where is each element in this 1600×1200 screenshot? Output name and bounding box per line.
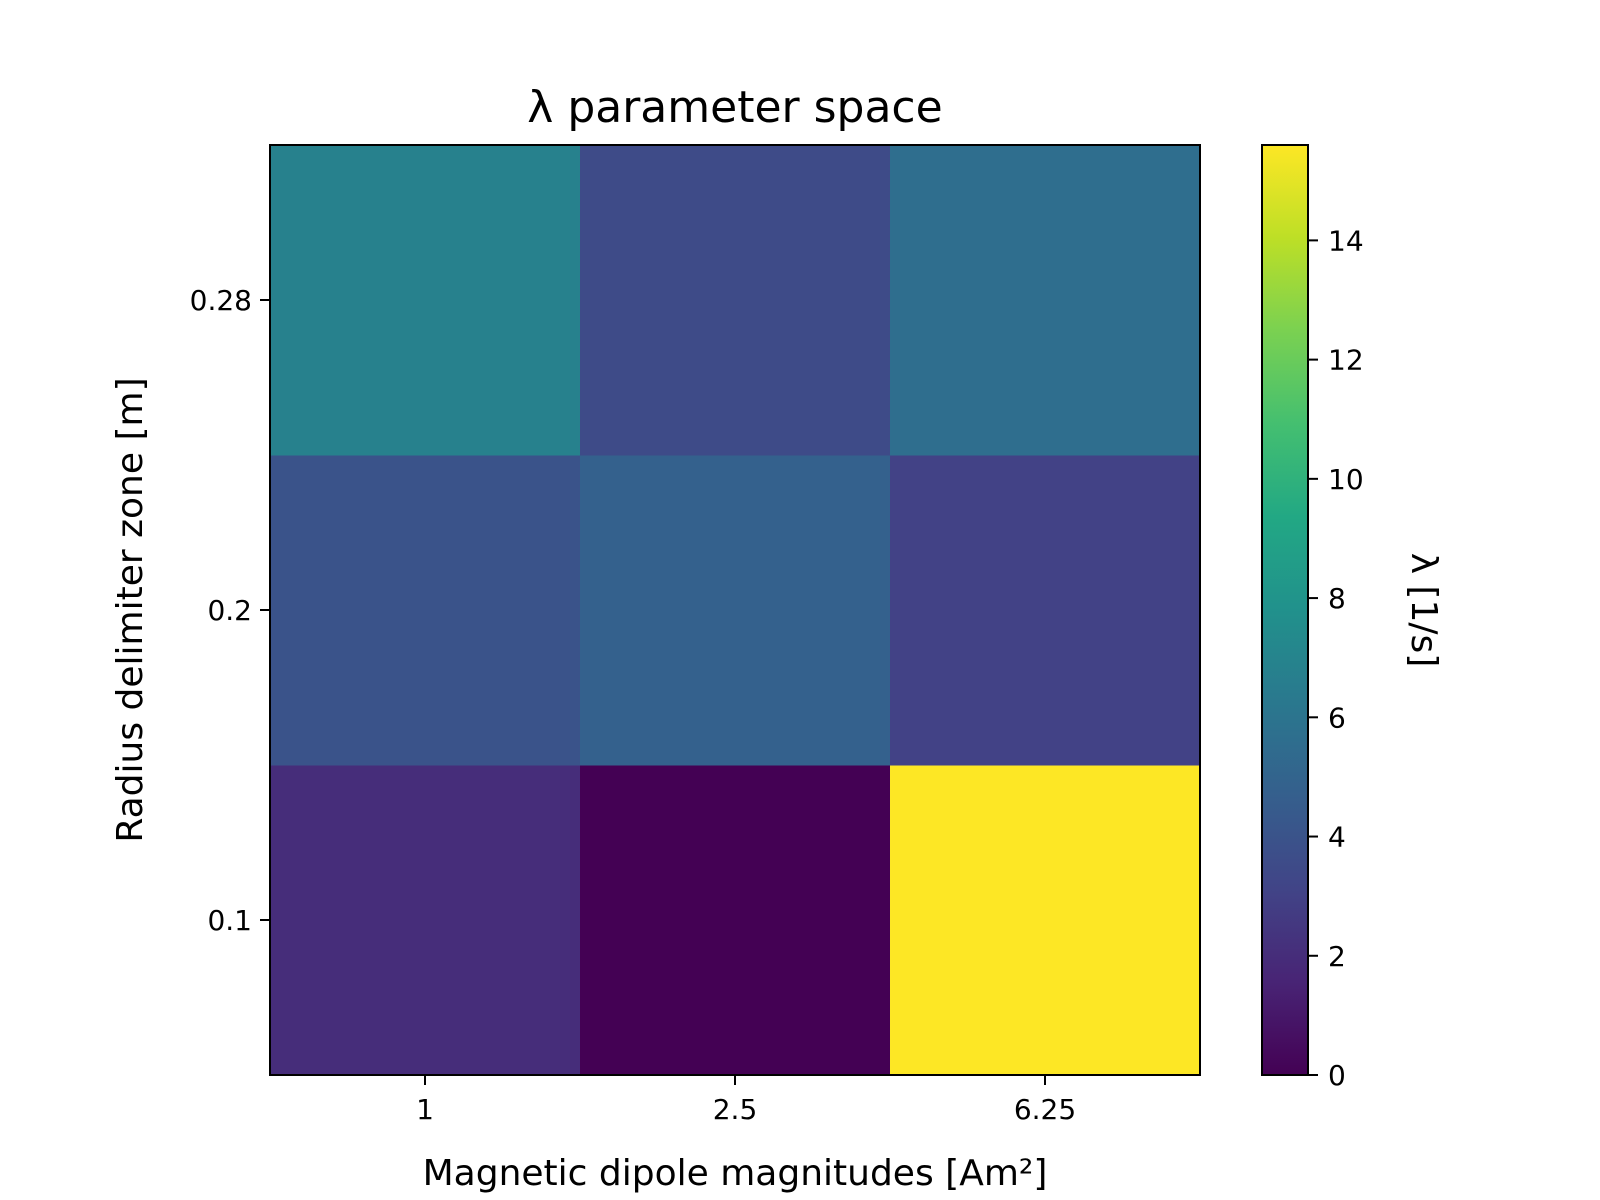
heatmap-cell: [270, 145, 581, 456]
x-tick-label: 6.25: [1014, 1093, 1076, 1126]
heatmap-cells: [270, 145, 1201, 1076]
x-tick-label: 1: [416, 1093, 434, 1126]
colorbar-ticks: 0 2 4 6 8 10 12 14: [1308, 224, 1364, 1092]
y-tick-label: 0.28: [190, 284, 252, 317]
heatmap-cell: [890, 145, 1201, 456]
y-axis-ticks: 0.1 0.2 0.28: [190, 284, 270, 937]
y-tick-label: 0.2: [207, 594, 252, 627]
heatmap-cell: [890, 765, 1201, 1076]
colorbar-tick-label: 4: [1328, 821, 1346, 854]
colorbar-tick-label: 0: [1328, 1059, 1346, 1092]
colorbar-label: λ [1/s]: [1403, 553, 1444, 668]
heatmap-cell: [580, 455, 891, 766]
colorbar-tick-label: 12: [1328, 344, 1364, 377]
colorbar: [1261, 144, 1309, 1076]
y-tick-label: 0.1: [207, 904, 252, 937]
heatmap-cell: [270, 455, 581, 766]
heatmap-cell: [270, 765, 581, 1076]
colorbar-tick-label: 2: [1328, 940, 1346, 973]
x-axis-ticks: 1 2.5 6.25: [416, 1075, 1076, 1126]
colorbar-tick-label: 6: [1328, 701, 1346, 734]
colorbar-tick-label: 10: [1328, 463, 1364, 496]
heatmap-cell: [580, 145, 891, 456]
chart-title: λ parameter space: [527, 82, 942, 133]
x-axis-label: Magnetic dipole magnitudes [Am²]: [423, 1153, 1048, 1194]
heatmap-cell: [890, 455, 1201, 766]
heatmap-cell: [580, 765, 891, 1076]
colorbar-tick-label: 14: [1328, 224, 1364, 257]
colorbar-tick-label: 8: [1328, 582, 1346, 615]
x-tick-label: 2.5: [713, 1093, 758, 1126]
y-axis-label: Radius delimiter zone [m]: [110, 377, 151, 842]
